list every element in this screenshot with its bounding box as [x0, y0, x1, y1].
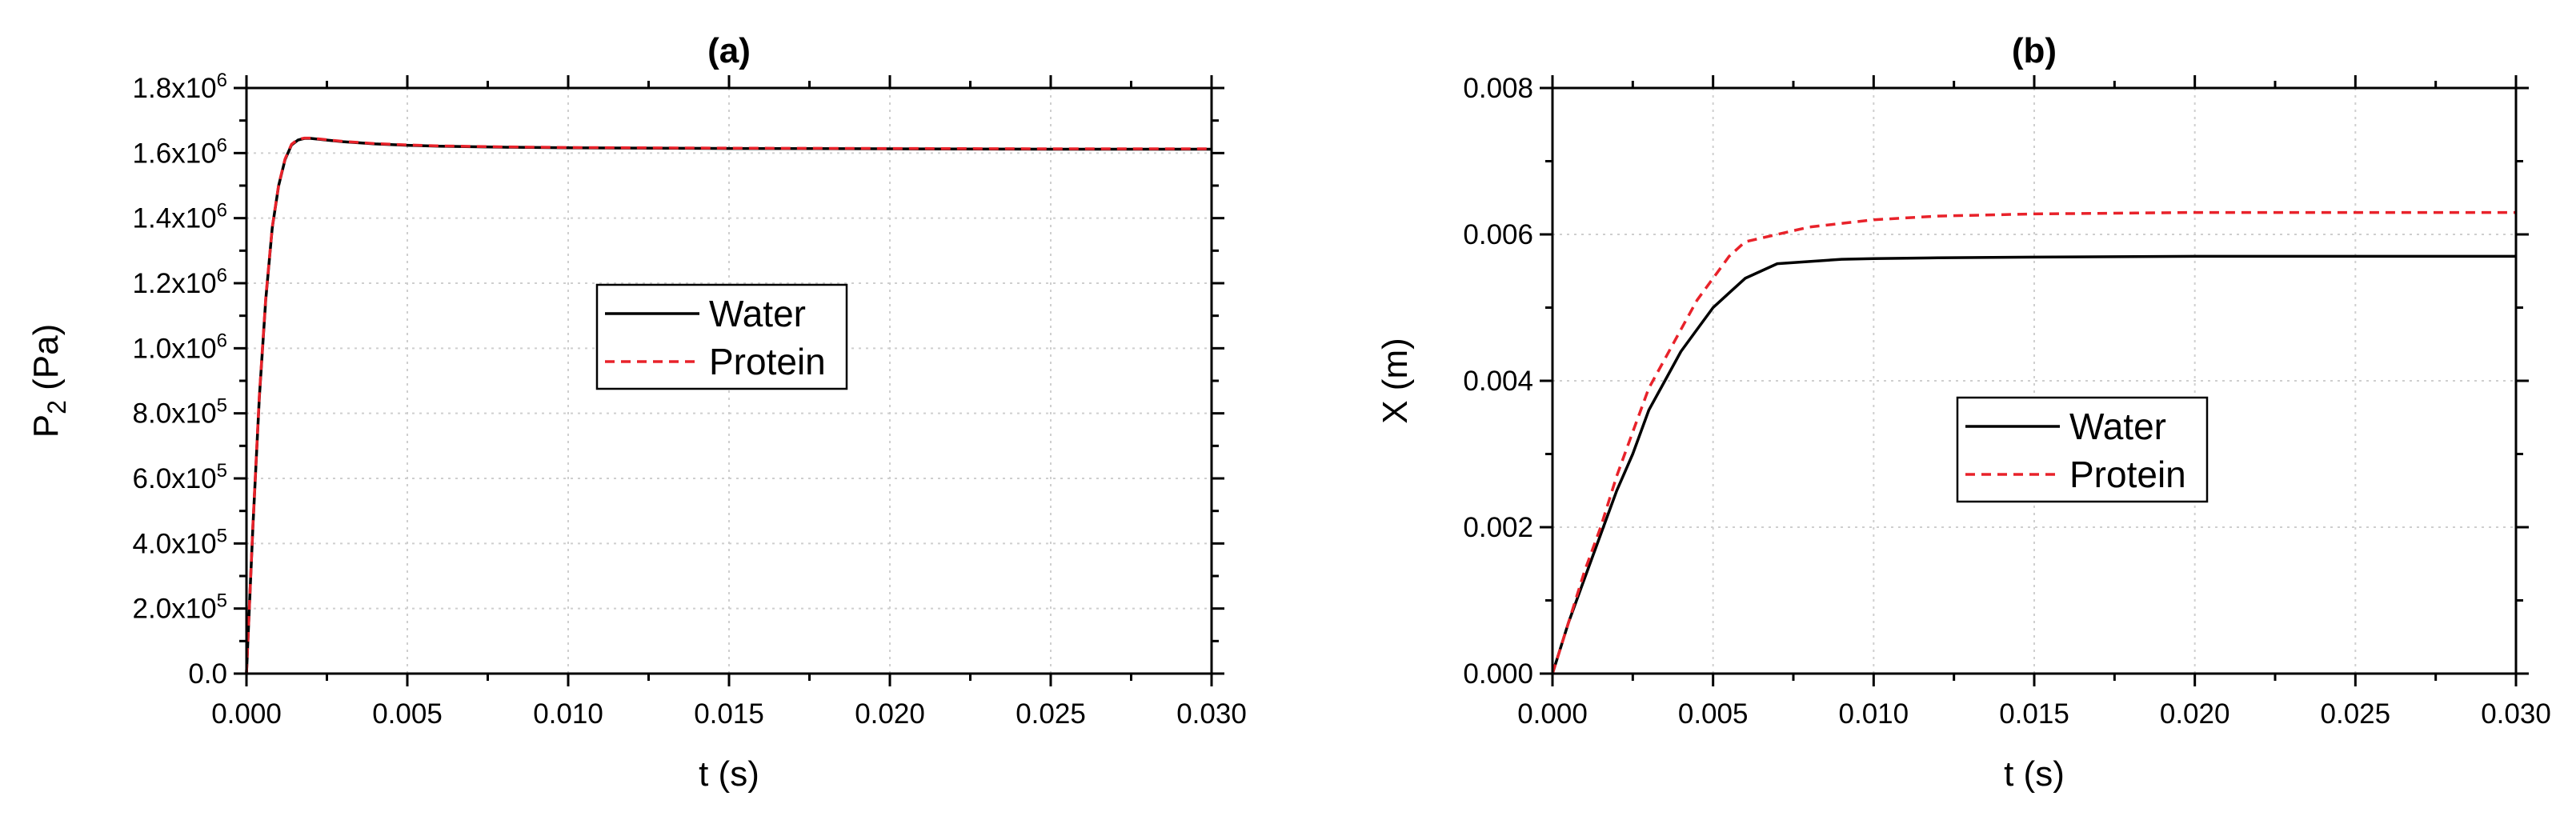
- legend-label-water: Water: [709, 293, 806, 334]
- x-tick-label: 0.030: [2481, 698, 2551, 730]
- chart-title: (a): [707, 31, 751, 70]
- y-tick-exponent: 6: [217, 70, 227, 91]
- y-tick-label: 1.4x106: [133, 200, 227, 234]
- legend-label-protein: Protein: [2069, 454, 2186, 495]
- chart-title: (b): [2012, 31, 2057, 70]
- x-tick-label: 0.025: [2321, 698, 2391, 730]
- y-tick-label: 1.6x106: [133, 134, 227, 169]
- y-tick-label: 2.0x105: [133, 590, 227, 625]
- y-tick-exponent: 6: [217, 265, 227, 286]
- y-tick-label: 0.004: [1463, 366, 1533, 397]
- x-tick-label: 0.015: [694, 698, 764, 730]
- y-tick-exponent: 6: [217, 200, 227, 222]
- legend-box: [595, 283, 848, 390]
- x-tick-label: 0.005: [372, 698, 443, 730]
- x-axis-label: t (s): [2004, 754, 2065, 794]
- series-line-water: [1551, 254, 2516, 674]
- y-axis-label-subscript: 2: [42, 400, 71, 414]
- y-axis-label-unit: (Pa): [26, 324, 66, 400]
- x-axis-label: t (s): [699, 754, 759, 794]
- legend-label-protein: Protein: [709, 341, 826, 382]
- x-tick-label: 0.000: [1517, 698, 1588, 730]
- series-line-protein: [245, 136, 1212, 674]
- x-tick-label: 0.010: [533, 698, 603, 730]
- y-tick-exponent: 5: [217, 525, 227, 546]
- y-tick-label: 0.000: [1463, 658, 1533, 690]
- y-tick-exponent: 5: [217, 395, 227, 417]
- y-axis-label-main: P: [26, 414, 66, 438]
- x-tick-label: 0.025: [1016, 698, 1086, 730]
- legend-label-water: Water: [2069, 406, 2166, 447]
- y-tick-label: 1.0x106: [133, 330, 227, 364]
- legend-box: [1956, 396, 2209, 503]
- y-axis-label: X (m): [1376, 338, 1415, 424]
- y-axis-label-main: X (m): [1376, 338, 1415, 424]
- y-tick-label: 0.008: [1463, 73, 1533, 104]
- y-tick-exponent: 6: [217, 330, 227, 351]
- x-tick-label: 0.005: [1678, 698, 1749, 730]
- x-tick-label: 0.015: [1999, 698, 2069, 730]
- y-tick-label: 0.0: [188, 658, 227, 690]
- y-tick-exponent: 5: [217, 590, 227, 612]
- y-tick-exponent: 5: [217, 460, 227, 482]
- y-tick-label: 4.0x105: [133, 525, 227, 559]
- x-tick-label: 0.000: [211, 698, 282, 730]
- chart-panel-b: 0.000 0.005 0.010 0.015 0.020 0.025 0.030 0.000…: [1376, 31, 2551, 794]
- x-tick-label: 0.030: [1176, 698, 1247, 730]
- x-tick-label: 0.020: [2160, 698, 2230, 730]
- y-tick-label: 0.002: [1463, 512, 1533, 543]
- y-tick-label: 6.0x105: [133, 460, 227, 494]
- x-tick-label: 0.020: [855, 698, 925, 730]
- y-tick-exponent: 6: [217, 134, 227, 156]
- y-tick-label: 0.006: [1463, 219, 1533, 250]
- y-tick-label: 8.0x105: [133, 395, 227, 430]
- chart-panel-a: 0.000 0.005 0.010 0.015 0.020 0.025 0.030 0.0 2.…: [26, 31, 1247, 794]
- y-tick-label: 1.8x106: [133, 70, 227, 104]
- y-tick-label: 1.2x106: [133, 265, 227, 299]
- series-line-protein: [1551, 210, 2516, 674]
- x-tick-label: 0.010: [1839, 698, 1909, 730]
- y-axis-label: P2 (Pa): [26, 324, 71, 438]
